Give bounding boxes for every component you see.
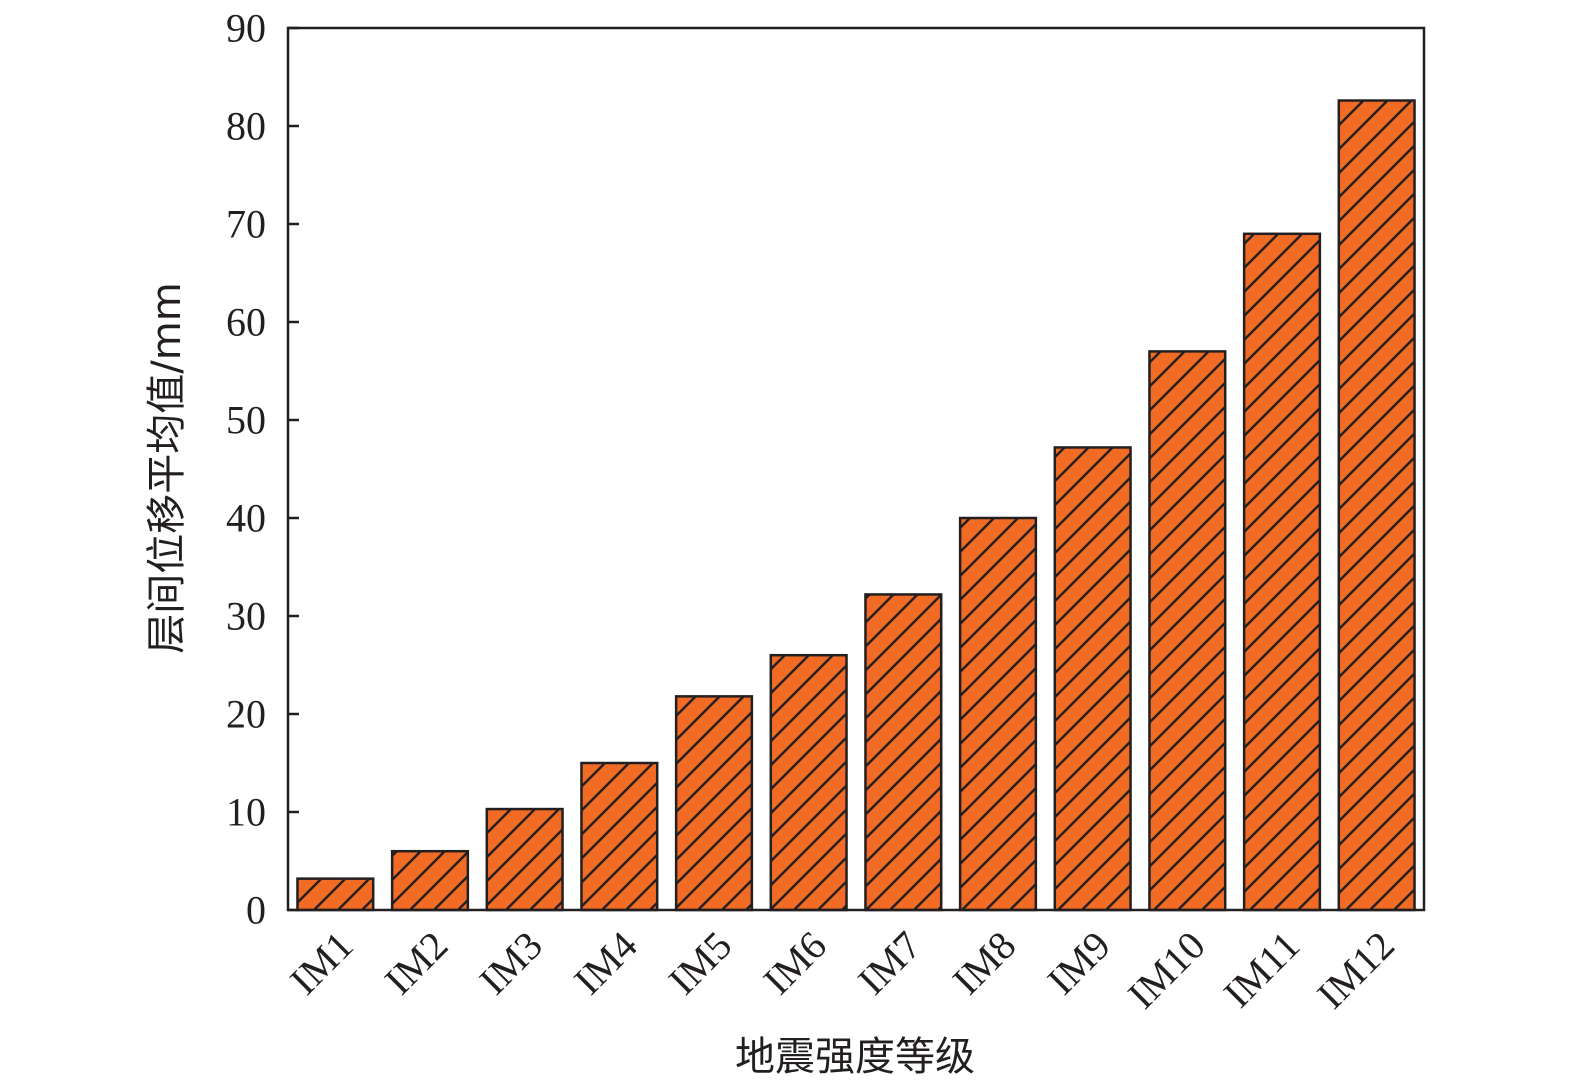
bar-hatch-im8	[958, 516, 1038, 912]
y-tick-label: 80	[226, 104, 266, 149]
x-tick-label: IM9	[1038, 923, 1119, 1004]
bars-group	[296, 99, 1416, 912]
y-tick-label: 20	[226, 692, 266, 737]
y-tick-label: 40	[226, 496, 266, 541]
y-axis-ticks: 0 10 20 30 40 50 60 70 80 90	[226, 6, 299, 933]
x-tick-label: IM8	[944, 923, 1025, 1004]
x-tick-label: IM10	[1119, 923, 1214, 1018]
bar-hatch-im5	[674, 695, 754, 912]
x-tick-label: IM5	[660, 923, 741, 1004]
x-tick-label: IM2	[376, 923, 457, 1004]
bar-hatch-im6	[769, 653, 848, 912]
bar-hatch-im4	[580, 761, 659, 912]
y-tick-label: 60	[226, 300, 266, 345]
x-tick-label: IM7	[849, 923, 930, 1004]
y-tick-label: 90	[226, 6, 266, 51]
x-tick-label: IM1	[281, 923, 362, 1004]
bar-hatch-im1	[296, 877, 375, 912]
x-tick-label: IM4	[565, 923, 646, 1004]
y-tick-label: 10	[226, 790, 266, 835]
plot-frame	[286, 26, 1426, 912]
x-tick-label: IM6	[754, 923, 835, 1004]
y-axis-title: 层间位移平均值/mm	[144, 282, 190, 653]
bar-hatch-im7	[864, 593, 943, 912]
y-tick-label: 50	[226, 398, 266, 443]
x-tick-label: IM11	[1215, 923, 1309, 1017]
bar-hatch-im2	[390, 849, 470, 912]
x-tick-label: IM3	[470, 923, 551, 1004]
y-tick-label: 0	[246, 888, 266, 933]
x-tick-label: IM12	[1308, 923, 1403, 1018]
bar-hatch-im3	[485, 807, 564, 912]
bar-hatch-im10	[1148, 350, 1227, 912]
bar-hatch-im9	[1053, 446, 1132, 912]
bar-hatch-im12	[1337, 99, 1416, 912]
x-axis-title: 地震强度等级	[735, 1034, 975, 1080]
x-axis-ticks: IM1 IM2 IM3 IM4 IM5 IM6 IM7 IM8 IM9 IM10 IM11 IM12	[281, 923, 1403, 1018]
bar-hatch-im11	[1242, 232, 1322, 912]
y-tick-label: 70	[226, 202, 266, 247]
y-tick-label: 30	[226, 594, 266, 639]
